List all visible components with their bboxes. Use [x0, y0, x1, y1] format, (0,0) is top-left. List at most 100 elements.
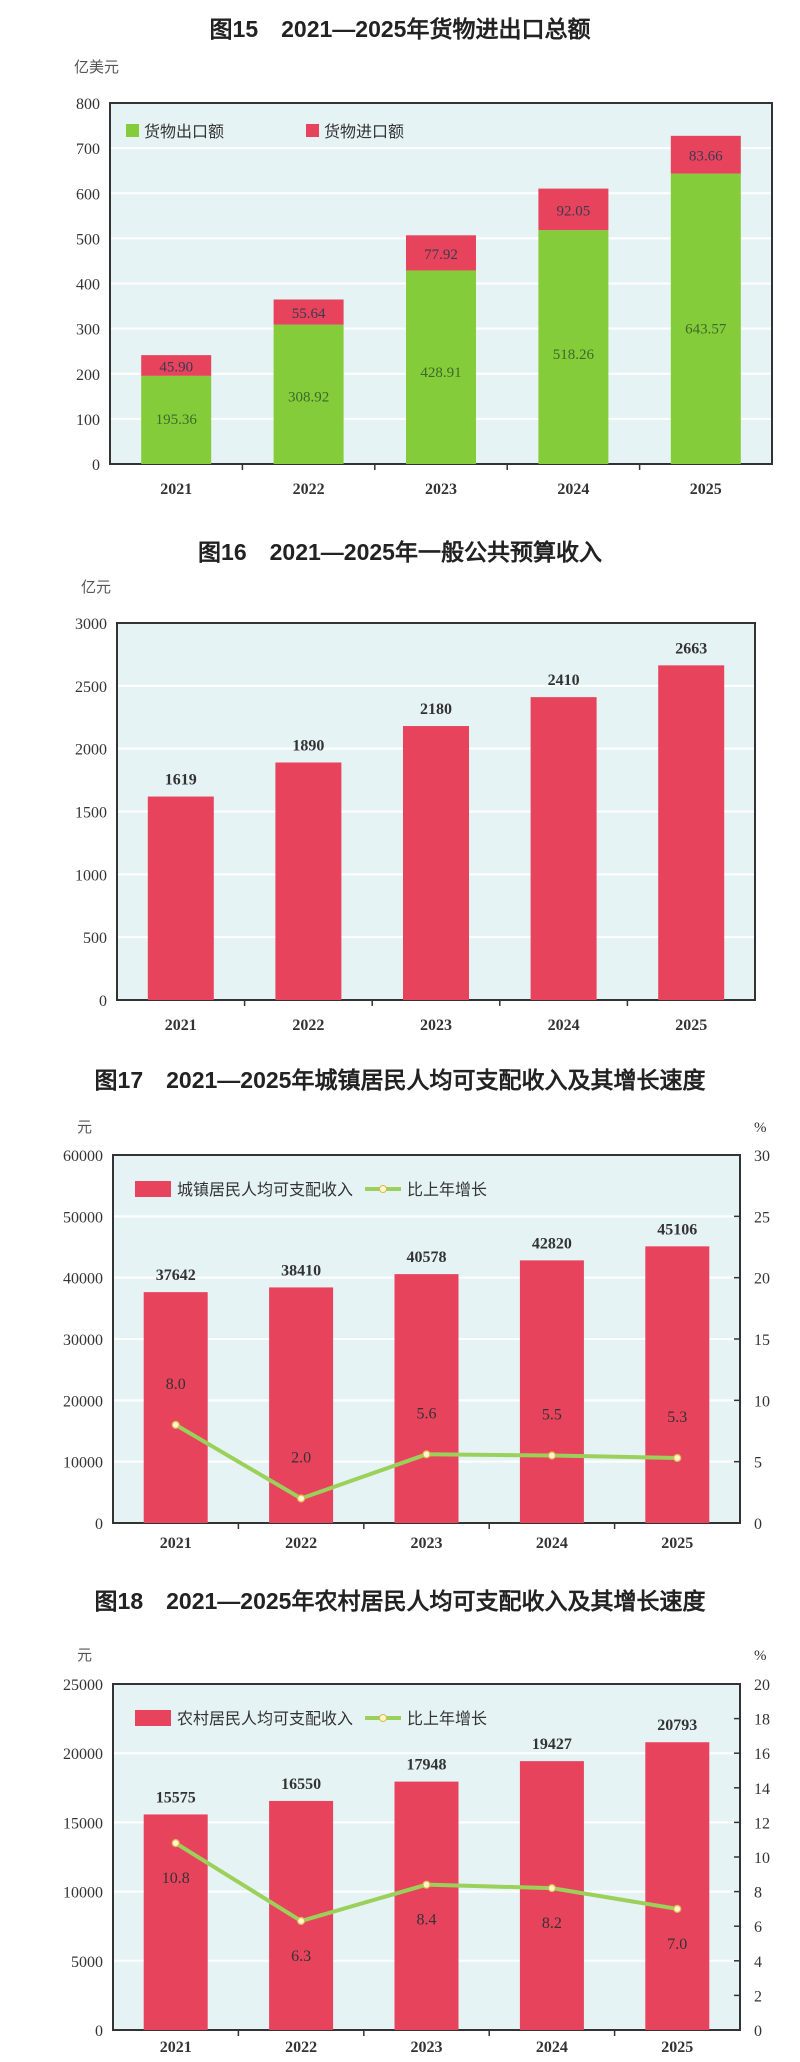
chart15-y-tick-label: 400: [76, 277, 100, 294]
chart17-x-tick-label: 2021: [160, 1535, 192, 1552]
chart17-growth-marker: [171, 1420, 180, 1429]
chart17-y-unit: 元: [77, 1120, 92, 1136]
chart18-y2-tick-label: 2: [754, 1988, 762, 2005]
chart16-x-tick-label: 2021: [165, 1017, 197, 1034]
chart17-bar: [519, 1260, 584, 1523]
chart17-y2-tick-label: 5: [754, 1455, 762, 1472]
chart15-bar-import: [538, 188, 609, 231]
chart18-y2-tick-label: 18: [754, 1712, 770, 1729]
chart15-group: 0 100 200 300 400 500 600 700 800 亿美元 2021 2022 2023…: [74, 59, 773, 498]
chart17-y2-tick-label: 20: [754, 1271, 770, 1288]
chart16-y-unit: 亿元: [81, 579, 111, 596]
chart17-y-tick-label: 30000: [63, 1332, 103, 1349]
chart18-y-tick-label: 10000: [63, 1885, 103, 1902]
chart15-y-unit: 亿美元: [74, 59, 119, 76]
chart15-x-tick-label: 2025: [690, 481, 722, 498]
chart18-y2-tick-label: 10: [754, 1850, 770, 1867]
chart17-x-tick-label: 2023: [411, 1535, 443, 1552]
chart18-title: 图18 2021—2025年农村居民人均可支配收入及其增长速度: [94, 1588, 706, 1614]
chart18-growth-label: 7.0: [667, 1936, 687, 1953]
chart15-x-tick-label: 2022: [293, 481, 325, 498]
chart15-bar-import: [141, 355, 212, 376]
chart15-y-tick-label: 200: [76, 367, 100, 384]
chart18-y-tick-label: 20000: [63, 1746, 103, 1763]
chart16-x-tick-label: 2024: [548, 1017, 580, 1034]
chart15-bar-import: [273, 299, 344, 325]
chart16-bar-value-label: 1619: [165, 772, 197, 789]
chart18-growth-marker: [297, 1916, 306, 1926]
chart17-growth-label: 2.0: [291, 1449, 311, 1466]
chart16-x-tick-label: 2022: [292, 1017, 324, 1034]
chart17-growth-label: 5.6: [417, 1405, 437, 1422]
chart17-bar-value-label: 37642: [156, 1267, 196, 1284]
chart18-y2-tick-label: 20: [754, 1677, 770, 1694]
chart17-bar-value-label: 40578: [407, 1249, 447, 1266]
chart15-bar-export: [141, 375, 212, 464]
chart17-legend-line-label: 比上年增长: [407, 1181, 487, 1199]
chart16-bar-value-label: 2663: [675, 640, 707, 657]
chart15-data-label: 77.92: [424, 247, 458, 263]
chart17-growth-marker: [673, 1453, 682, 1463]
chart17-growth-label: 5.5: [542, 1407, 562, 1424]
chart18-legend-line-marker: [379, 1714, 387, 1722]
chart17-title: 图17 2021—2025年城镇居民人均可支配收入及其增长速度: [94, 1067, 706, 1093]
chart18-bar-value-label: 16550: [281, 1776, 321, 1793]
chart17-bar: [645, 1246, 710, 1523]
chart18-growth-marker: [171, 1839, 180, 1848]
chart18-y-unit: 元: [77, 1648, 92, 1664]
chart18-legend-line-label: 比上年增长: [407, 1710, 487, 1728]
chart18-legend-bar-label: 农村居民人均可支配收入: [177, 1710, 353, 1728]
chart17-y2-unit: %: [754, 1120, 767, 1136]
chart18-y2-tick-label: 0: [754, 2023, 762, 2040]
chart15-data-label: 55.64: [292, 306, 326, 322]
chart16-y-tick-label: 0: [99, 993, 107, 1010]
chart18-bar-value-label: 15575: [156, 1789, 196, 1806]
chart15-y-tick-label: 500: [76, 231, 100, 248]
chart15-bar-import: [670, 135, 741, 174]
chart18-y2-tick-label: 14: [754, 1781, 770, 1798]
chart18-bar-value-label: 20793: [657, 1717, 697, 1734]
chart17-x-tick-label: 2024: [536, 1535, 568, 1552]
chart15-data-label: 92.05: [557, 203, 591, 219]
chart18-growth-marker: [673, 1904, 682, 1914]
chart17-growth-marker: [297, 1494, 306, 1503]
chart16-y-tick-label: 2500: [75, 679, 107, 696]
chart17-y2-tick-label: 25: [754, 1209, 770, 1226]
chart15-legend-swatch: [306, 124, 319, 137]
chart18-growth-label: 10.8: [162, 1870, 190, 1887]
chart15-x-tick-label: 2023: [425, 481, 457, 498]
chart18-y2-tick-label: 12: [754, 1815, 770, 1832]
chart16-y-tick-label: 2000: [75, 742, 107, 759]
chart16-bar-value-label: 2180: [420, 701, 452, 718]
chart17-legend-bar-label: 城镇居民人均可支配收入: [177, 1181, 353, 1199]
chart15-bar-export: [273, 324, 344, 464]
chart16-bar-value-label: 1890: [292, 737, 324, 754]
chart15-bar-export: [406, 270, 476, 464]
chart17-bar: [143, 1292, 208, 1523]
chart18-legend-bar-swatch: [135, 1710, 171, 1726]
chart17-legend-line-marker: [379, 1185, 387, 1193]
chart16-x-tick-label: 2023: [420, 1017, 452, 1034]
chart16-group: 0 500 1000 1500 2000 2500 3000 亿元 2021 2022 2023 20…: [75, 579, 756, 1034]
chart16-y-tick-label: 1500: [75, 805, 107, 822]
chart18-y-tick-label: 15000: [63, 1815, 103, 1832]
chart15-data-label: 308.92: [288, 389, 329, 405]
chart15-y-tick-label: 100: [76, 412, 100, 429]
chart17-bar-value-label: 45106: [657, 1221, 697, 1238]
chart17-growth-label: 8.0: [166, 1376, 186, 1393]
chart17-growth-marker: [547, 1451, 557, 1460]
chart18-y-tick-label: 0: [95, 2023, 103, 2040]
chart16-y-tick-label: 1000: [75, 867, 107, 884]
chart17-bar-value-label: 38410: [281, 1262, 321, 1279]
chart18-bar: [394, 1781, 459, 2030]
chart18-bar-value-label: 19427: [532, 1736, 572, 1753]
chart17-growth-label: 5.3: [667, 1409, 687, 1426]
chart15-bar-import: [406, 235, 476, 271]
chart18-y2-tick-label: 16: [754, 1746, 770, 1763]
chart17-y2-tick-label: 10: [754, 1393, 770, 1410]
chart16-x-tick-label: 2025: [675, 1017, 707, 1034]
chart17-bar-value-label: 42820: [532, 1235, 572, 1252]
chart18-y-tick-label: 5000: [71, 1954, 103, 1971]
chart17-legend-bar-swatch: [135, 1181, 171, 1197]
chart17-group: 0100002000030000400005000060000051015202…: [63, 1120, 770, 1552]
